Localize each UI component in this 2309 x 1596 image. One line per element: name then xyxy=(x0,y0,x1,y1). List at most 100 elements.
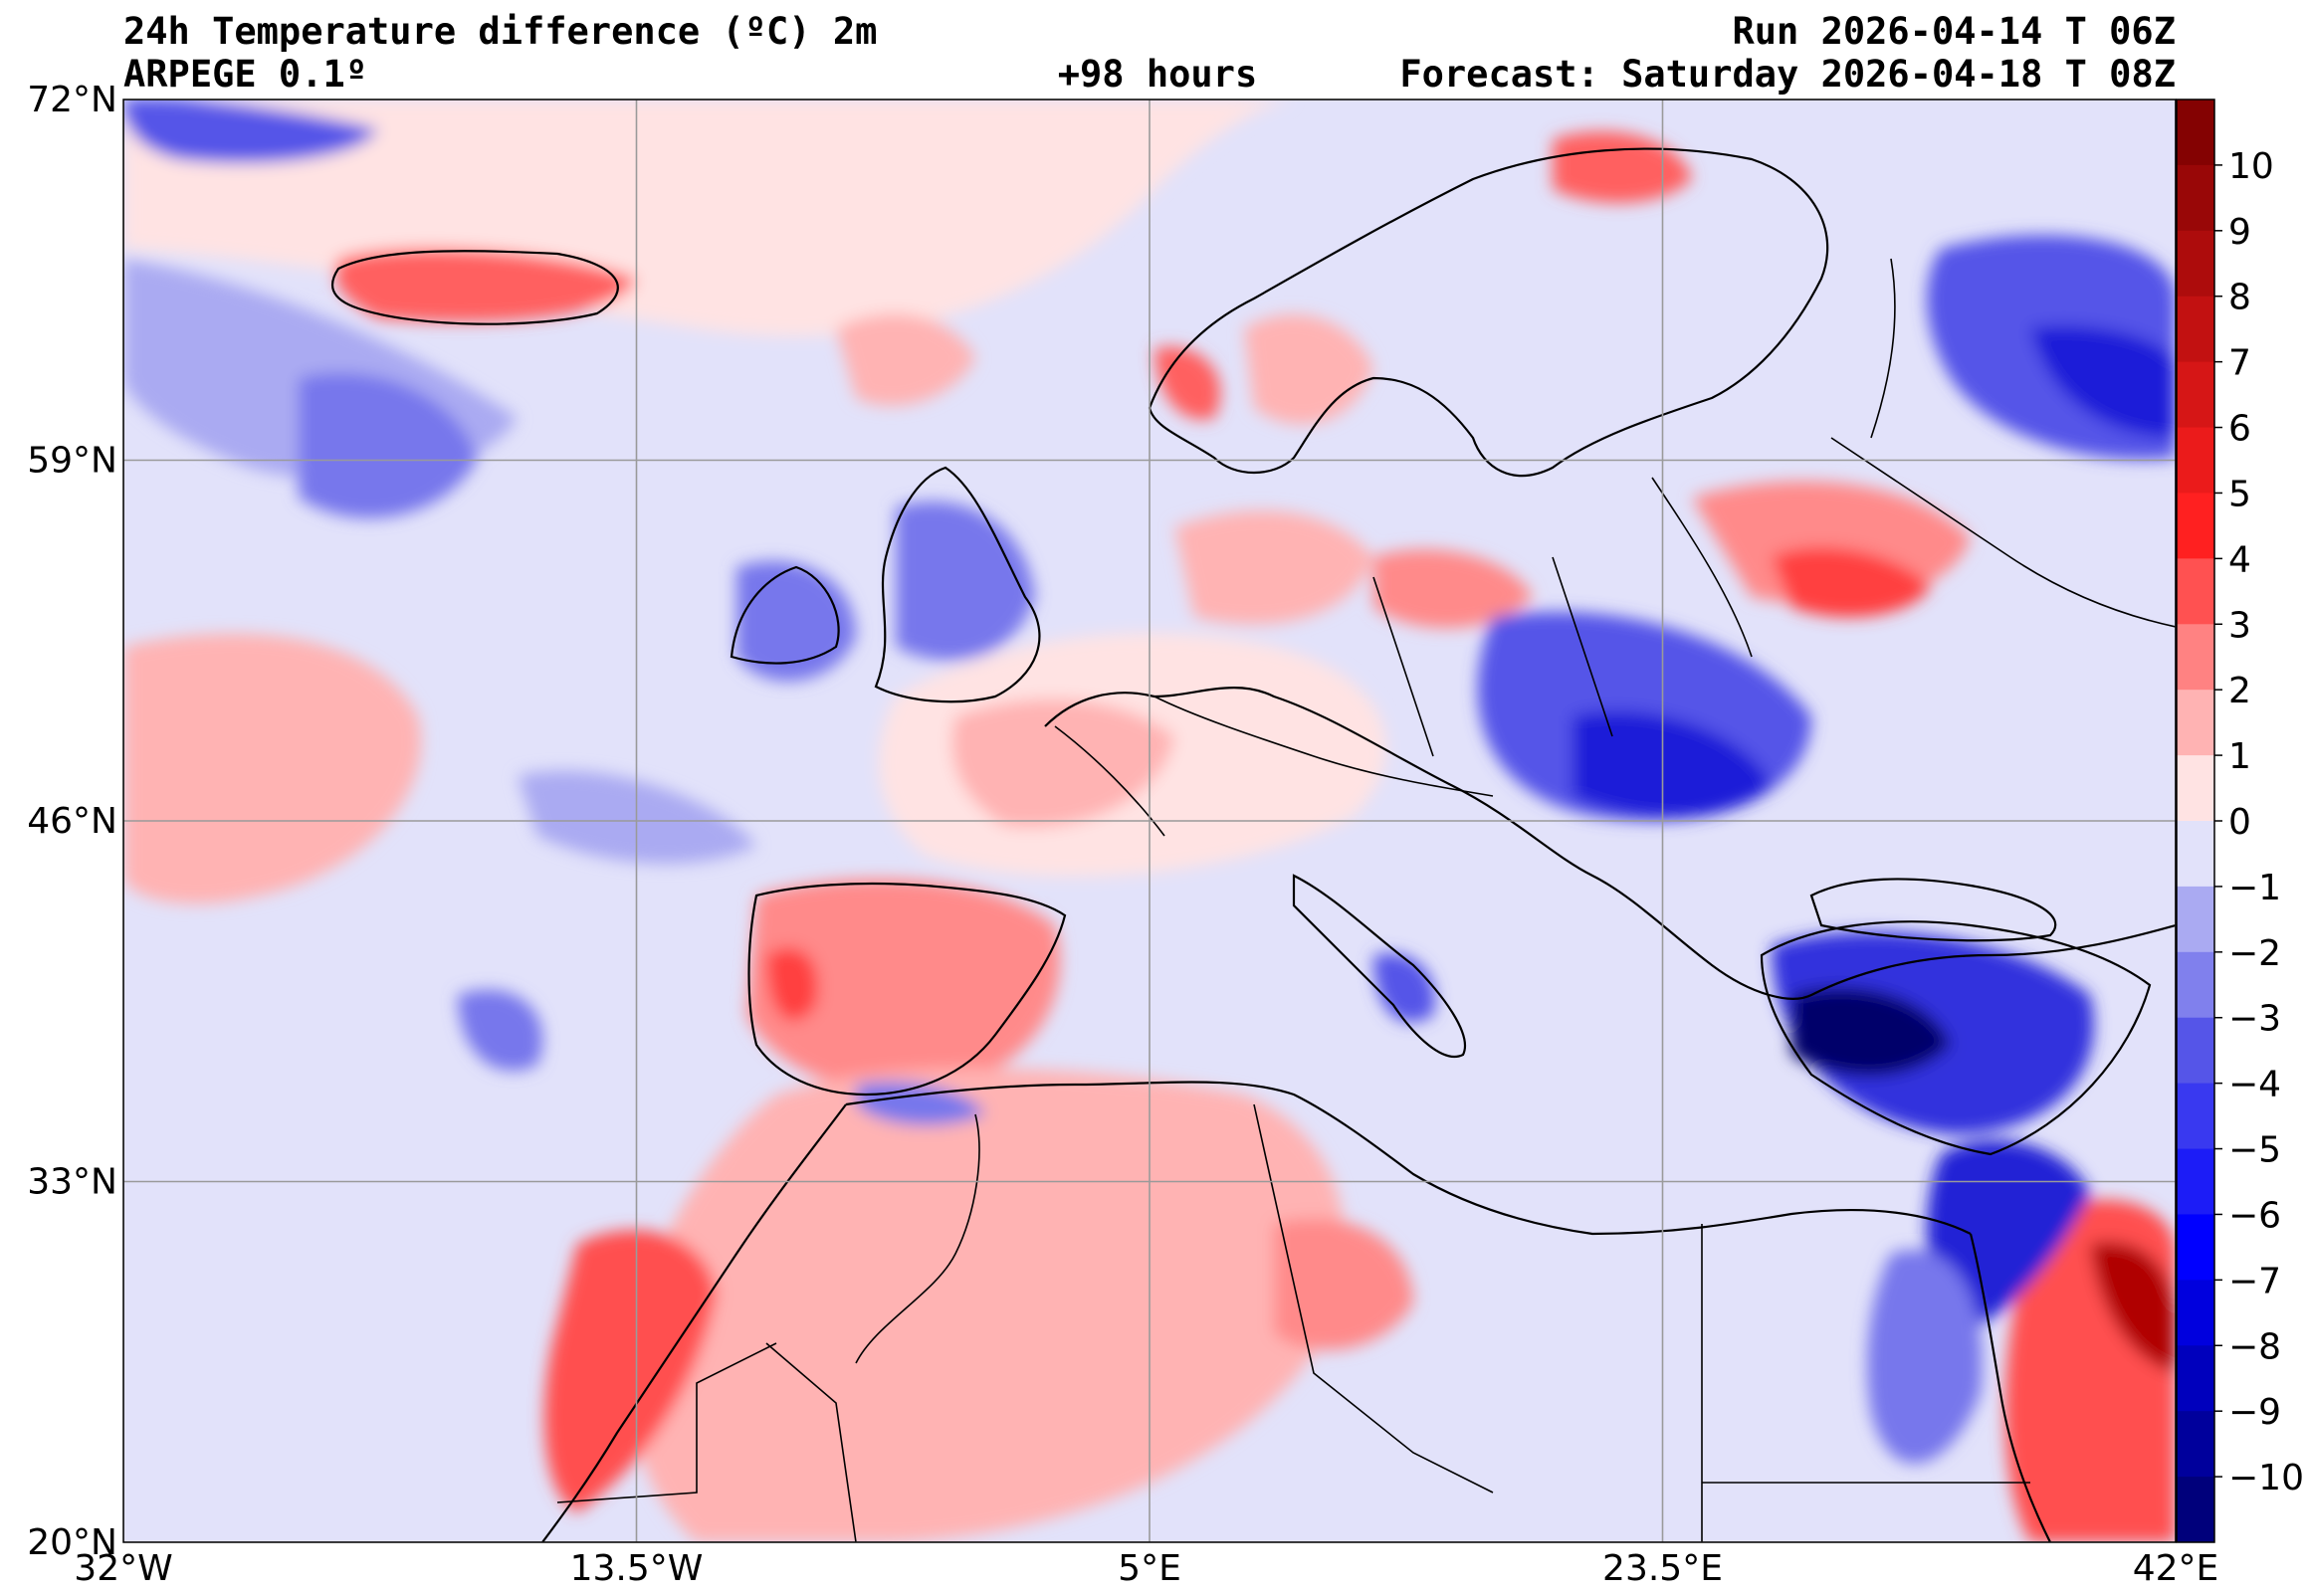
coast-red-sea xyxy=(1969,1233,2051,1542)
colorbar-tick-label: 7 xyxy=(2228,343,2251,384)
colorbar-tick-label: 2 xyxy=(2228,671,2251,711)
warm-area-germany xyxy=(1174,510,1373,625)
temperature-difference-map xyxy=(123,100,2176,1542)
border-algeria-libya xyxy=(1253,1103,1494,1494)
colorbar-segment xyxy=(2177,1477,2214,1543)
coast-ireland xyxy=(730,565,840,665)
lon-tick-label: 42°E xyxy=(2133,1548,2219,1589)
lon-tick-label: 23.5°E xyxy=(1602,1548,1723,1589)
colorbar-segment xyxy=(2177,164,2214,232)
lat-tick-label: 59°N xyxy=(27,441,117,482)
colorbar-segment xyxy=(2177,624,2214,691)
colorbar-segment xyxy=(2177,1214,2214,1281)
cool-patch-azores xyxy=(458,989,543,1072)
graticule xyxy=(123,100,2176,1542)
colorbar-tick-label: −8 xyxy=(2228,1326,2281,1367)
latitude-labels: 72°N 59°N 46°N 33°N 20°N xyxy=(27,80,117,1563)
cool-core-russia-north xyxy=(2030,325,2176,438)
colorbar-tick-label: −7 xyxy=(2228,1261,2281,1301)
colorbar-segment xyxy=(2177,100,2214,166)
lat-tick-label: 46°N xyxy=(27,801,117,842)
lat-tick-label: 72°N xyxy=(27,80,117,120)
colorbar-segment xyxy=(2177,1017,2214,1085)
colorbar-tick-label: 8 xyxy=(2228,278,2251,318)
border-central-1 xyxy=(1154,696,1494,797)
warm-area-north-sea xyxy=(836,313,975,406)
colorbar-tick-label: 9 xyxy=(2228,212,2251,253)
coast-iberia xyxy=(747,882,1067,1097)
colorbar-tick-label: −10 xyxy=(2228,1458,2304,1498)
colorbar-segment xyxy=(2177,1280,2214,1346)
colorbar-segment xyxy=(2177,296,2214,363)
coast-atlantic-morocco xyxy=(541,1103,847,1542)
colorbar-tick-label: −4 xyxy=(2228,1065,2281,1105)
lon-tick-label: 13.5°W xyxy=(570,1548,704,1589)
colorbar xyxy=(2177,100,2214,1543)
cool-area-britain xyxy=(896,501,1035,661)
coast-iceland xyxy=(330,250,619,325)
country-borders xyxy=(556,258,2176,1542)
coast-europe-south xyxy=(1044,687,2176,1000)
colorbar-segment xyxy=(2177,493,2214,559)
border-central-2 xyxy=(1372,576,1434,757)
border-france-east xyxy=(1054,725,1165,837)
coastlines xyxy=(330,147,2176,1542)
coast-britain xyxy=(874,466,1041,703)
border-east-1 xyxy=(1651,477,1753,658)
cool-patch-greenland xyxy=(123,100,378,163)
warm-area-poland xyxy=(1373,549,1533,629)
model-label: ARPEGE 0.1º xyxy=(123,53,367,96)
coast-anatolia xyxy=(1760,920,2152,1156)
colorbar-segment xyxy=(2177,690,2214,756)
colorbar-segment xyxy=(2177,886,2214,953)
border-mauritania xyxy=(765,1342,857,1542)
coast-north-africa xyxy=(845,1081,1972,1236)
colorbar-segment xyxy=(2177,951,2214,1019)
cool-core-turkey xyxy=(1791,987,1951,1077)
colorbar-tick-label: 1 xyxy=(2228,736,2251,777)
forecast-label: Forecast: Saturday 2026-04-18 T 08Z xyxy=(1399,53,2176,96)
warm-area-algeria xyxy=(1274,1218,1413,1350)
cool-area-egypt xyxy=(1867,1250,1983,1464)
map-frame xyxy=(122,99,2177,1543)
colorbar-segment xyxy=(2177,427,2214,494)
colorbar-tick-label: 10 xyxy=(2228,146,2274,187)
warm-area-norway xyxy=(1154,346,1221,420)
colorbar-tick-label: −3 xyxy=(2228,999,2281,1040)
chart-title: 24h Temperature difference (ºC) 2m xyxy=(123,10,877,53)
warm-area-atlantic-west xyxy=(123,633,422,904)
colorbar-segment xyxy=(2177,1411,2214,1478)
colorbar-tick-label: 5 xyxy=(2228,474,2251,514)
longitude-labels: 32°W 13.5°W 5°E 23.5°E 42°E xyxy=(74,1548,2218,1589)
coast-italy xyxy=(1292,874,1466,1058)
colorbar-tick-label: 6 xyxy=(2228,409,2251,450)
lon-tick-label: 5°E xyxy=(1118,1548,1181,1589)
border-algeria-morocco xyxy=(855,1113,980,1364)
warm-area-morocco-coast xyxy=(543,1230,717,1512)
colorbar-tick-label: 0 xyxy=(2228,802,2251,843)
border-finland-russia xyxy=(1870,258,1896,439)
colorbar-segment xyxy=(2177,821,2214,888)
cool-area-levant xyxy=(1927,1139,2090,1333)
coast-scandinavia xyxy=(1148,147,1829,478)
warm-area-sweden xyxy=(1244,313,1373,425)
colorbar-tick-label: 3 xyxy=(2228,605,2251,646)
colorbar-segment xyxy=(2177,755,2214,822)
warm-core-arabia xyxy=(2090,1242,2176,1373)
run-label: Run 2026-04-14 T 06Z xyxy=(1732,10,2176,53)
lead-time-label: +98 hours xyxy=(1058,53,1257,96)
anomaly-fields xyxy=(123,100,2176,1542)
colorbar-segment xyxy=(2177,1148,2214,1215)
warm-core-france xyxy=(951,698,1174,828)
warm-area-russia-core xyxy=(1772,547,1931,618)
colorbar-tick-label: 4 xyxy=(2228,539,2251,580)
cool-area-atlantic-core xyxy=(299,372,478,518)
colorbar-tick-label: −5 xyxy=(2228,1130,2281,1171)
lon-tick-label: 32°W xyxy=(74,1548,172,1589)
warm-core-portugal xyxy=(766,947,818,1021)
border-east-2 xyxy=(1830,437,2176,628)
colorbar-segment xyxy=(2177,1083,2214,1150)
warm-area-north-africa xyxy=(630,1068,1345,1542)
